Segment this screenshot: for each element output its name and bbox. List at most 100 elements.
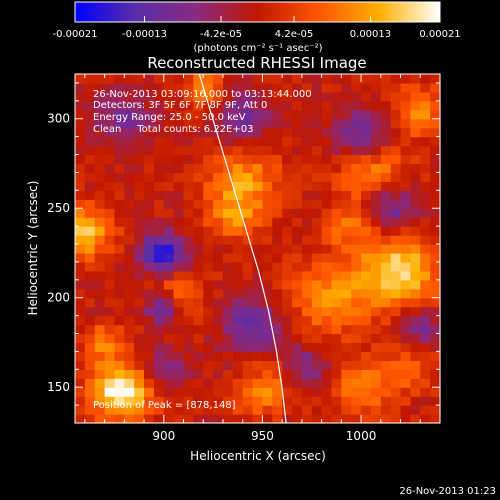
heatmap-cell [361, 244, 372, 254]
heatmap-cell [114, 199, 125, 209]
heatmap-cell [420, 226, 431, 236]
heatmap-cell [380, 127, 392, 138]
heatmap-cell [134, 91, 145, 102]
heatmap-cell [252, 387, 264, 397]
heatmap-cell [390, 91, 402, 102]
heatmap-cell [114, 190, 125, 200]
heatmap-cell [114, 217, 125, 227]
heatmap-cell [183, 145, 194, 156]
heatmap-cell [203, 324, 214, 335]
heatmap-cell [232, 279, 244, 290]
heatmap-cell [173, 190, 185, 200]
heatmap-cell [311, 360, 323, 370]
heatmap-cell [153, 181, 165, 191]
heatmap-cell [341, 208, 352, 218]
heatmap-cell [153, 297, 165, 308]
heatmap-cell [183, 208, 194, 218]
heatmap-cell [193, 74, 204, 84]
heatmap-cell [252, 100, 264, 111]
heatmap-cell [331, 199, 342, 209]
heatmap-cell [124, 414, 135, 424]
heatmap-cell [84, 315, 96, 326]
heatmap-cell [311, 396, 323, 406]
heatmap-cell [292, 118, 303, 129]
heatmap-cell [292, 333, 303, 344]
heatmap-cell [351, 74, 362, 84]
heatmap-cell [292, 306, 303, 317]
heatmap-cell [400, 306, 411, 317]
heatmap-cell [114, 163, 125, 174]
heatmap-cell [163, 154, 175, 165]
heatmap-cell [104, 163, 116, 174]
heatmap-cell [94, 378, 106, 388]
heatmap-cell [400, 387, 411, 397]
heatmap-cell [420, 100, 431, 111]
heatmap-cell [361, 387, 372, 397]
heatmap-cell [321, 109, 333, 120]
heatmap-cell [361, 315, 372, 326]
heatmap-cell [282, 244, 293, 254]
heatmap-cell [390, 244, 402, 254]
x-tick-label: 900 [152, 429, 175, 443]
heatmap-cell [410, 226, 421, 236]
heatmap-cell [370, 199, 382, 209]
heatmap-cell [163, 306, 175, 317]
heatmap-cell [183, 181, 194, 191]
heatmap-cell [361, 414, 372, 424]
heatmap-cell [193, 324, 204, 335]
heatmap-cell [341, 145, 352, 156]
heatmap-cell [232, 181, 244, 191]
heatmap-cell [144, 145, 155, 156]
heatmap-cell [400, 100, 411, 111]
heatmap-cell [410, 109, 421, 120]
heatmap-cell [420, 190, 431, 200]
heatmap-cell [242, 172, 254, 182]
heatmap-cell [203, 91, 214, 102]
heatmap-cell [213, 342, 224, 353]
heatmap-cell [203, 279, 214, 290]
heatmap-cell [183, 378, 194, 388]
heatmap-cell [400, 136, 411, 147]
heatmap-cell [282, 163, 293, 174]
heatmap-cell [380, 414, 392, 424]
heatmap-cell [84, 145, 96, 156]
heatmap-cell [203, 261, 214, 272]
heatmap-cell [242, 369, 254, 379]
heatmap-cell [222, 217, 234, 227]
heatmap-cell [114, 74, 125, 84]
heatmap-cell [370, 109, 382, 120]
heatmap-cell [361, 163, 372, 174]
heatmap-cell [222, 297, 234, 308]
heatmap-cell [252, 91, 264, 102]
heatmap-cell [222, 74, 234, 84]
heatmap-cell [400, 324, 411, 335]
heatmap-cell [242, 91, 254, 102]
heatmap-cell [75, 414, 86, 424]
heatmap-cell [301, 172, 313, 182]
heatmap-cell [311, 270, 323, 281]
heatmap-cell [75, 217, 86, 227]
heatmap-cell [292, 74, 303, 84]
heatmap-cell [410, 324, 421, 335]
heatmap-cell [380, 172, 392, 182]
heatmap-cell [124, 351, 135, 361]
heatmap-cell [301, 74, 313, 84]
heatmap-cell [153, 154, 165, 165]
heatmap-cell [370, 279, 382, 290]
heatmap-cell [361, 127, 372, 138]
heatmap-cell [173, 252, 185, 263]
heatmap-cell [232, 324, 244, 335]
heatmap-cell [252, 217, 264, 227]
heatmap-cell [410, 91, 421, 102]
heatmap-cell [213, 154, 224, 165]
heatmap-cell [232, 145, 244, 156]
heatmap-cell [351, 190, 362, 200]
heatmap-cell [94, 342, 106, 353]
heatmap-cell [183, 270, 194, 281]
heatmap-cell [84, 396, 96, 406]
heatmap-cell [153, 74, 165, 84]
heatmap-cell [430, 154, 441, 165]
heatmap-cell [370, 270, 382, 281]
heatmap-cell [430, 351, 441, 361]
heatmap-cell [84, 217, 96, 227]
